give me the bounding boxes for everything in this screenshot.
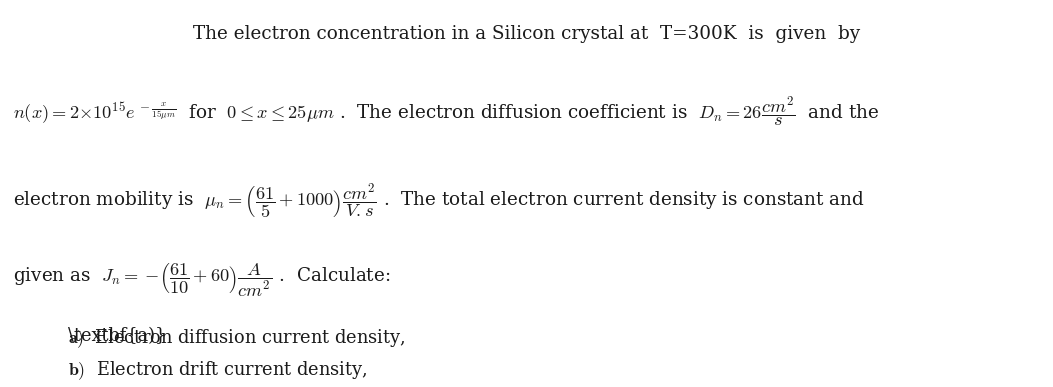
Text: $n(x)=2{\times}10^{15}e^{\,-\frac{x}{15\mu m}}$  for  $0\leq x\leq 25\mu m$ .  T: $n(x)=2{\times}10^{15}e^{\,-\frac{x}{15\… [13,95,879,129]
Text: $\mathbf{b)}$  Electron drift current density,: $\mathbf{b)}$ Electron drift current den… [68,359,367,382]
Text: \textbf{a)}: \textbf{a)} [68,327,166,345]
Text: given as  $J_n=-\!\left(\dfrac{61}{10}+60\right)\dfrac{A}{cm^2}$ .  Calculate:: given as $J_n=-\!\left(\dfrac{61}{10}+60… [13,261,390,299]
Text: electron mobility is  $\mu_n=\left(\dfrac{61}{5}+1000\right)\dfrac{cm^2}{V.s}$ .: electron mobility is $\mu_n=\left(\dfrac… [13,182,865,221]
Text: The electron concentration in a Silicon crystal at  T=300K  is  given  by: The electron concentration in a Silicon … [193,25,860,43]
Text: $\mathbf{a)}$  Electron diffusion current density,: $\mathbf{a)}$ Electron diffusion current… [68,327,406,350]
